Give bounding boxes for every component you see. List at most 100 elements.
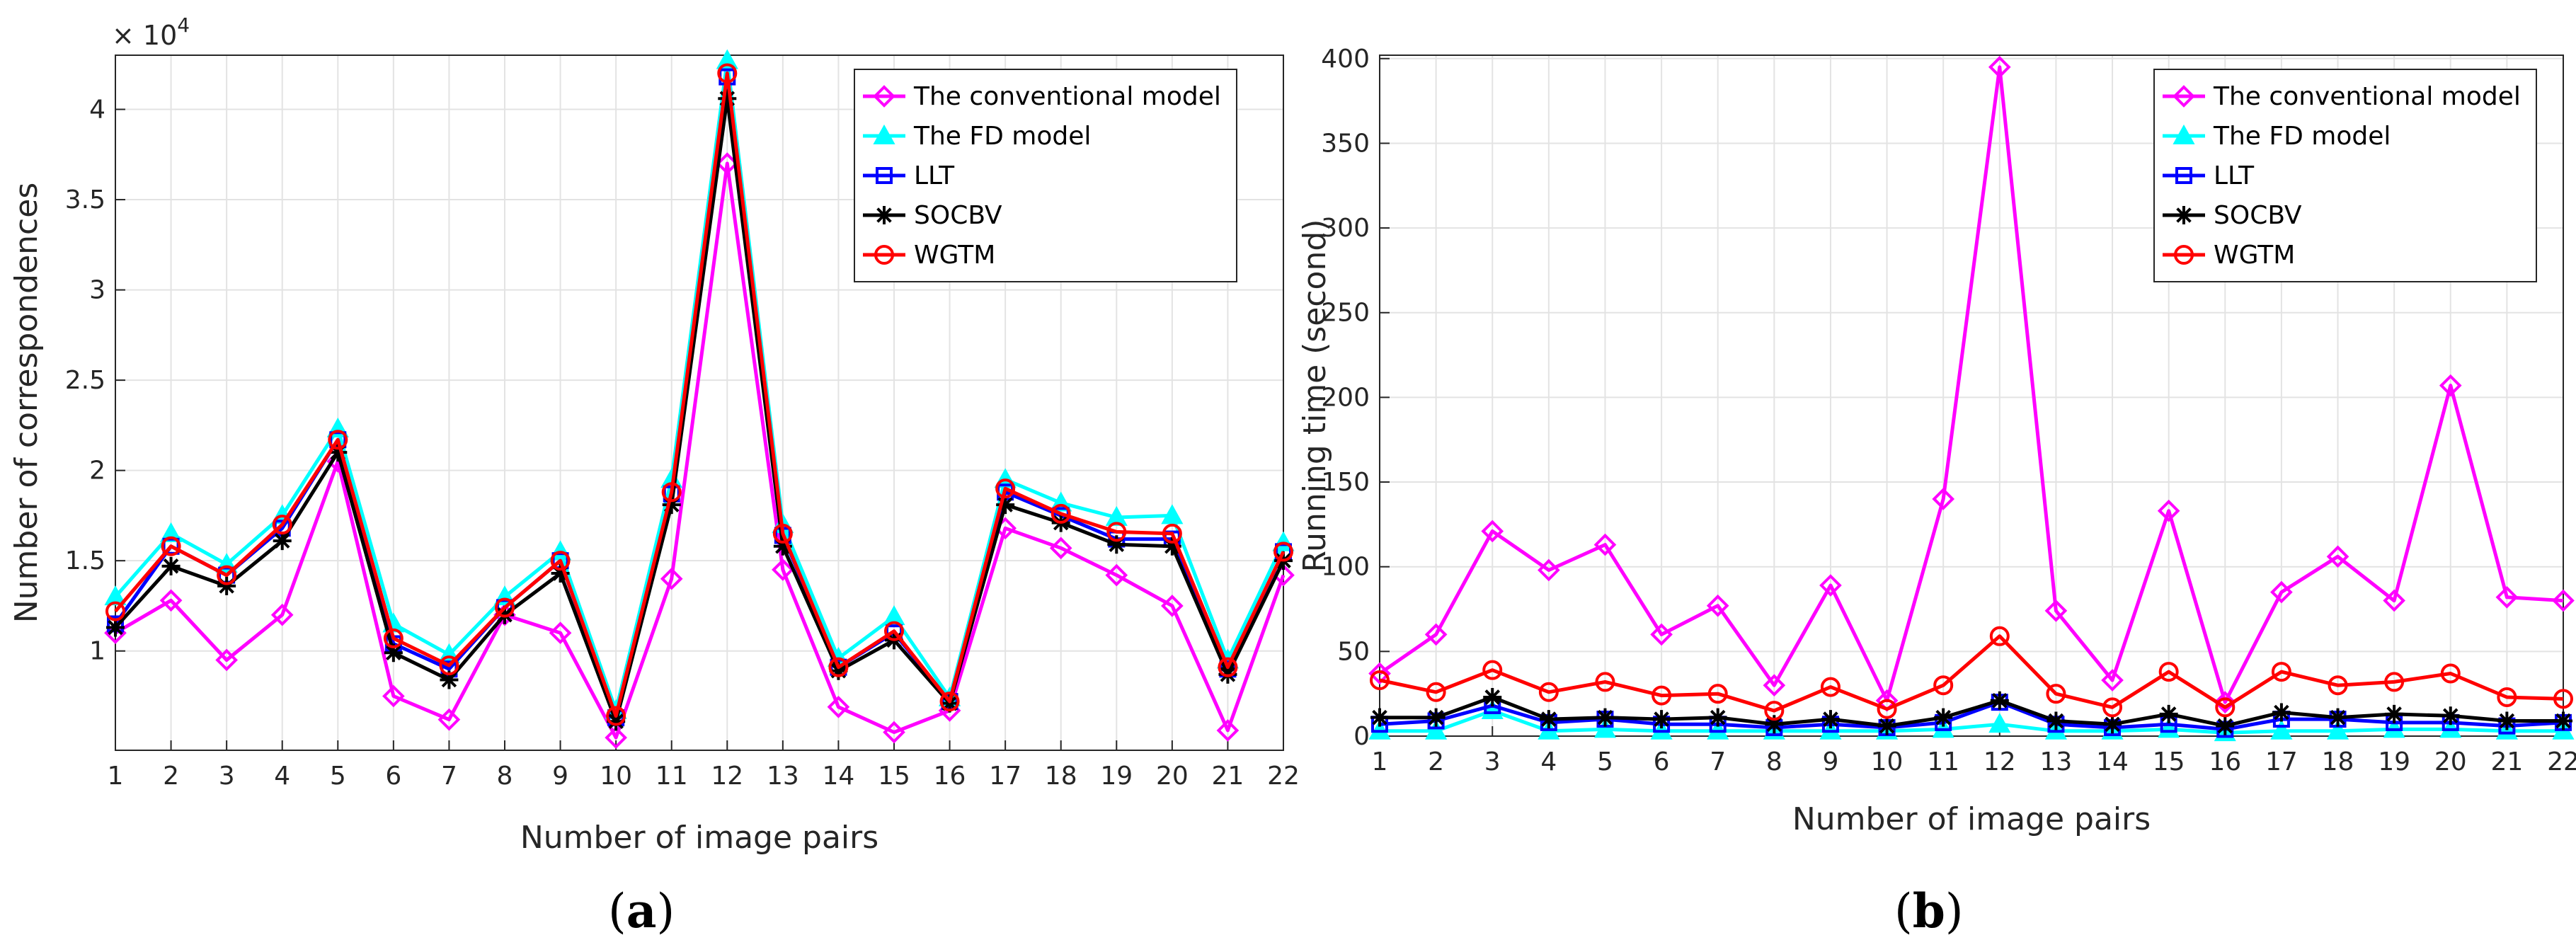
data-point-socbv (2216, 716, 2235, 735)
panel-a-exponent: × 104 (112, 13, 190, 51)
data-point-wgtm (217, 565, 237, 585)
data-point-wgtm (2328, 675, 2348, 696)
data-point-the-conventional-model (2383, 589, 2405, 612)
panel-b-running-time-chart: 1 2 3 4 5 6 7 8 9 10 11 12 13 14 15 16 17 18 19 20 21 2205010… (1297, 45, 2576, 939)
x-tick-label: 17 (2265, 747, 2298, 776)
data-point-wgtm (2440, 663, 2461, 684)
data-point-wgtm (2046, 684, 2066, 704)
legend-label-socbv: SOCBV (914, 201, 1002, 230)
data-point-wgtm (828, 657, 849, 677)
x-tick-label: 18 (1045, 762, 1077, 791)
data-point-socbv (996, 495, 1015, 515)
panel-b-caption: (b) (1894, 883, 1964, 939)
data-point-socbv (551, 564, 570, 583)
legend-marker-llt (876, 167, 893, 184)
data-point-socbv (1652, 710, 1671, 729)
x-tick-label: 18 (2322, 747, 2354, 776)
data-point-the-conventional-model (1988, 55, 2011, 79)
data-point-wgtm (606, 706, 626, 726)
x-tick-label: 5 (1597, 747, 1613, 776)
x-tick-label: 4 (274, 762, 290, 791)
series-markers-socbv (1370, 687, 2572, 735)
data-point-wgtm (495, 597, 515, 618)
data-point-the-conventional-model (1424, 623, 1448, 646)
data-point-the-conventional-model (2495, 585, 2519, 609)
data-point-the-fd-model (1593, 718, 1617, 738)
data-point-the-conventional-model (1538, 558, 1560, 582)
legend-label-the-fd-model: The FD model (913, 122, 1091, 151)
y-tick-label: 50 (1337, 637, 1370, 666)
data-point-the-fd-model (1988, 713, 2011, 733)
data-point-wgtm (939, 692, 960, 712)
panel-b-axes-box (1379, 55, 2564, 737)
data-point-socbv (1877, 716, 1896, 735)
x-tick-label: 8 (497, 762, 513, 791)
data-point-socbv (2497, 711, 2517, 730)
panel-a-series (104, 49, 1295, 749)
panel-b-legend: The conventional model The FD model LLT SOC… (2153, 69, 2537, 282)
legend-label-socbv: SOCBV (2214, 201, 2302, 230)
x-tick-label: 12 (1983, 747, 2016, 776)
legend-marker-llt (2175, 167, 2192, 184)
data-point-the-fd-model (2270, 719, 2293, 740)
data-point-the-conventional-model (2101, 669, 2124, 692)
series-markers-wgtm (1370, 626, 2573, 721)
series-line-llt (1379, 700, 2564, 731)
x-tick-label: 20 (1156, 762, 1189, 791)
data-point-socbv (662, 495, 681, 515)
x-tick-label: 14 (2096, 747, 2129, 776)
x-tick-label: 13 (2040, 747, 2073, 776)
y-tick-label: 250 (1321, 299, 1370, 328)
x-tick-label: 4 (1540, 747, 1557, 776)
data-point-the-conventional-model (1161, 595, 1184, 617)
y-tick-label: 350 (1321, 129, 1370, 158)
data-point-the-conventional-model (1216, 719, 1240, 742)
y-tick-label: 1 (89, 637, 105, 666)
x-tick-label: 7 (441, 762, 457, 791)
data-point-the-conventional-model (1105, 563, 1128, 587)
legend-label-wgtm: WGTM (2214, 241, 2295, 270)
x-tick-label: 14 (823, 762, 855, 791)
y-tick-label: 4 (89, 96, 105, 125)
x-tick-label: 21 (2490, 747, 2523, 776)
data-point-wgtm (550, 551, 571, 571)
data-point-socbv (1821, 710, 1840, 729)
data-point-wgtm (1820, 677, 1841, 697)
x-tick-label: 11 (656, 762, 688, 791)
data-point-socbv (1539, 710, 1558, 729)
data-point-the-conventional-model (1481, 520, 1504, 543)
series-line-socbv (114, 96, 1286, 723)
data-point-socbv (2385, 704, 2404, 723)
data-point-wgtm (1651, 685, 1672, 706)
data-point-wgtm (1218, 657, 1238, 677)
data-point-socbv (328, 443, 348, 462)
legend-marker-wgtm (2174, 245, 2194, 265)
data-point-socbv (1426, 708, 1446, 727)
data-point-wgtm (105, 601, 125, 621)
data-point-socbv (2441, 706, 2460, 726)
data-point-wgtm (1273, 541, 1293, 562)
x-tick-label: 15 (2153, 747, 2185, 776)
y-tick-label: 3 (89, 276, 105, 305)
data-point-socbv (440, 670, 459, 689)
data-point-socbv (1162, 537, 1181, 556)
panel-b-y-axis-label: Running time (second) (1297, 219, 1333, 573)
y-tick-label: 100 (1321, 553, 1370, 582)
x-tick-label: 13 (767, 762, 799, 791)
data-point-wgtm (2102, 697, 2123, 718)
x-tick-label: 9 (1822, 747, 1838, 776)
data-point-wgtm (328, 430, 348, 450)
data-point-the-conventional-model (159, 589, 183, 612)
panel-a-legend: The conventional model The FD model LLT SOC… (854, 69, 1237, 282)
panel-b-x-axis-label: Number of image pairs (1792, 801, 2151, 837)
x-tick-label: 9 (552, 762, 568, 791)
x-tick-label: 16 (934, 762, 966, 791)
data-point-the-conventional-model (1763, 674, 1786, 697)
data-point-socbv (1596, 708, 1615, 727)
data-point-wgtm (1538, 682, 1559, 702)
data-point-wgtm (1162, 523, 1182, 544)
legend-label-the-conventional-model: The conventional model (2213, 82, 2521, 111)
data-point-socbv (2272, 703, 2291, 722)
x-tick-label: 22 (2547, 747, 2576, 776)
